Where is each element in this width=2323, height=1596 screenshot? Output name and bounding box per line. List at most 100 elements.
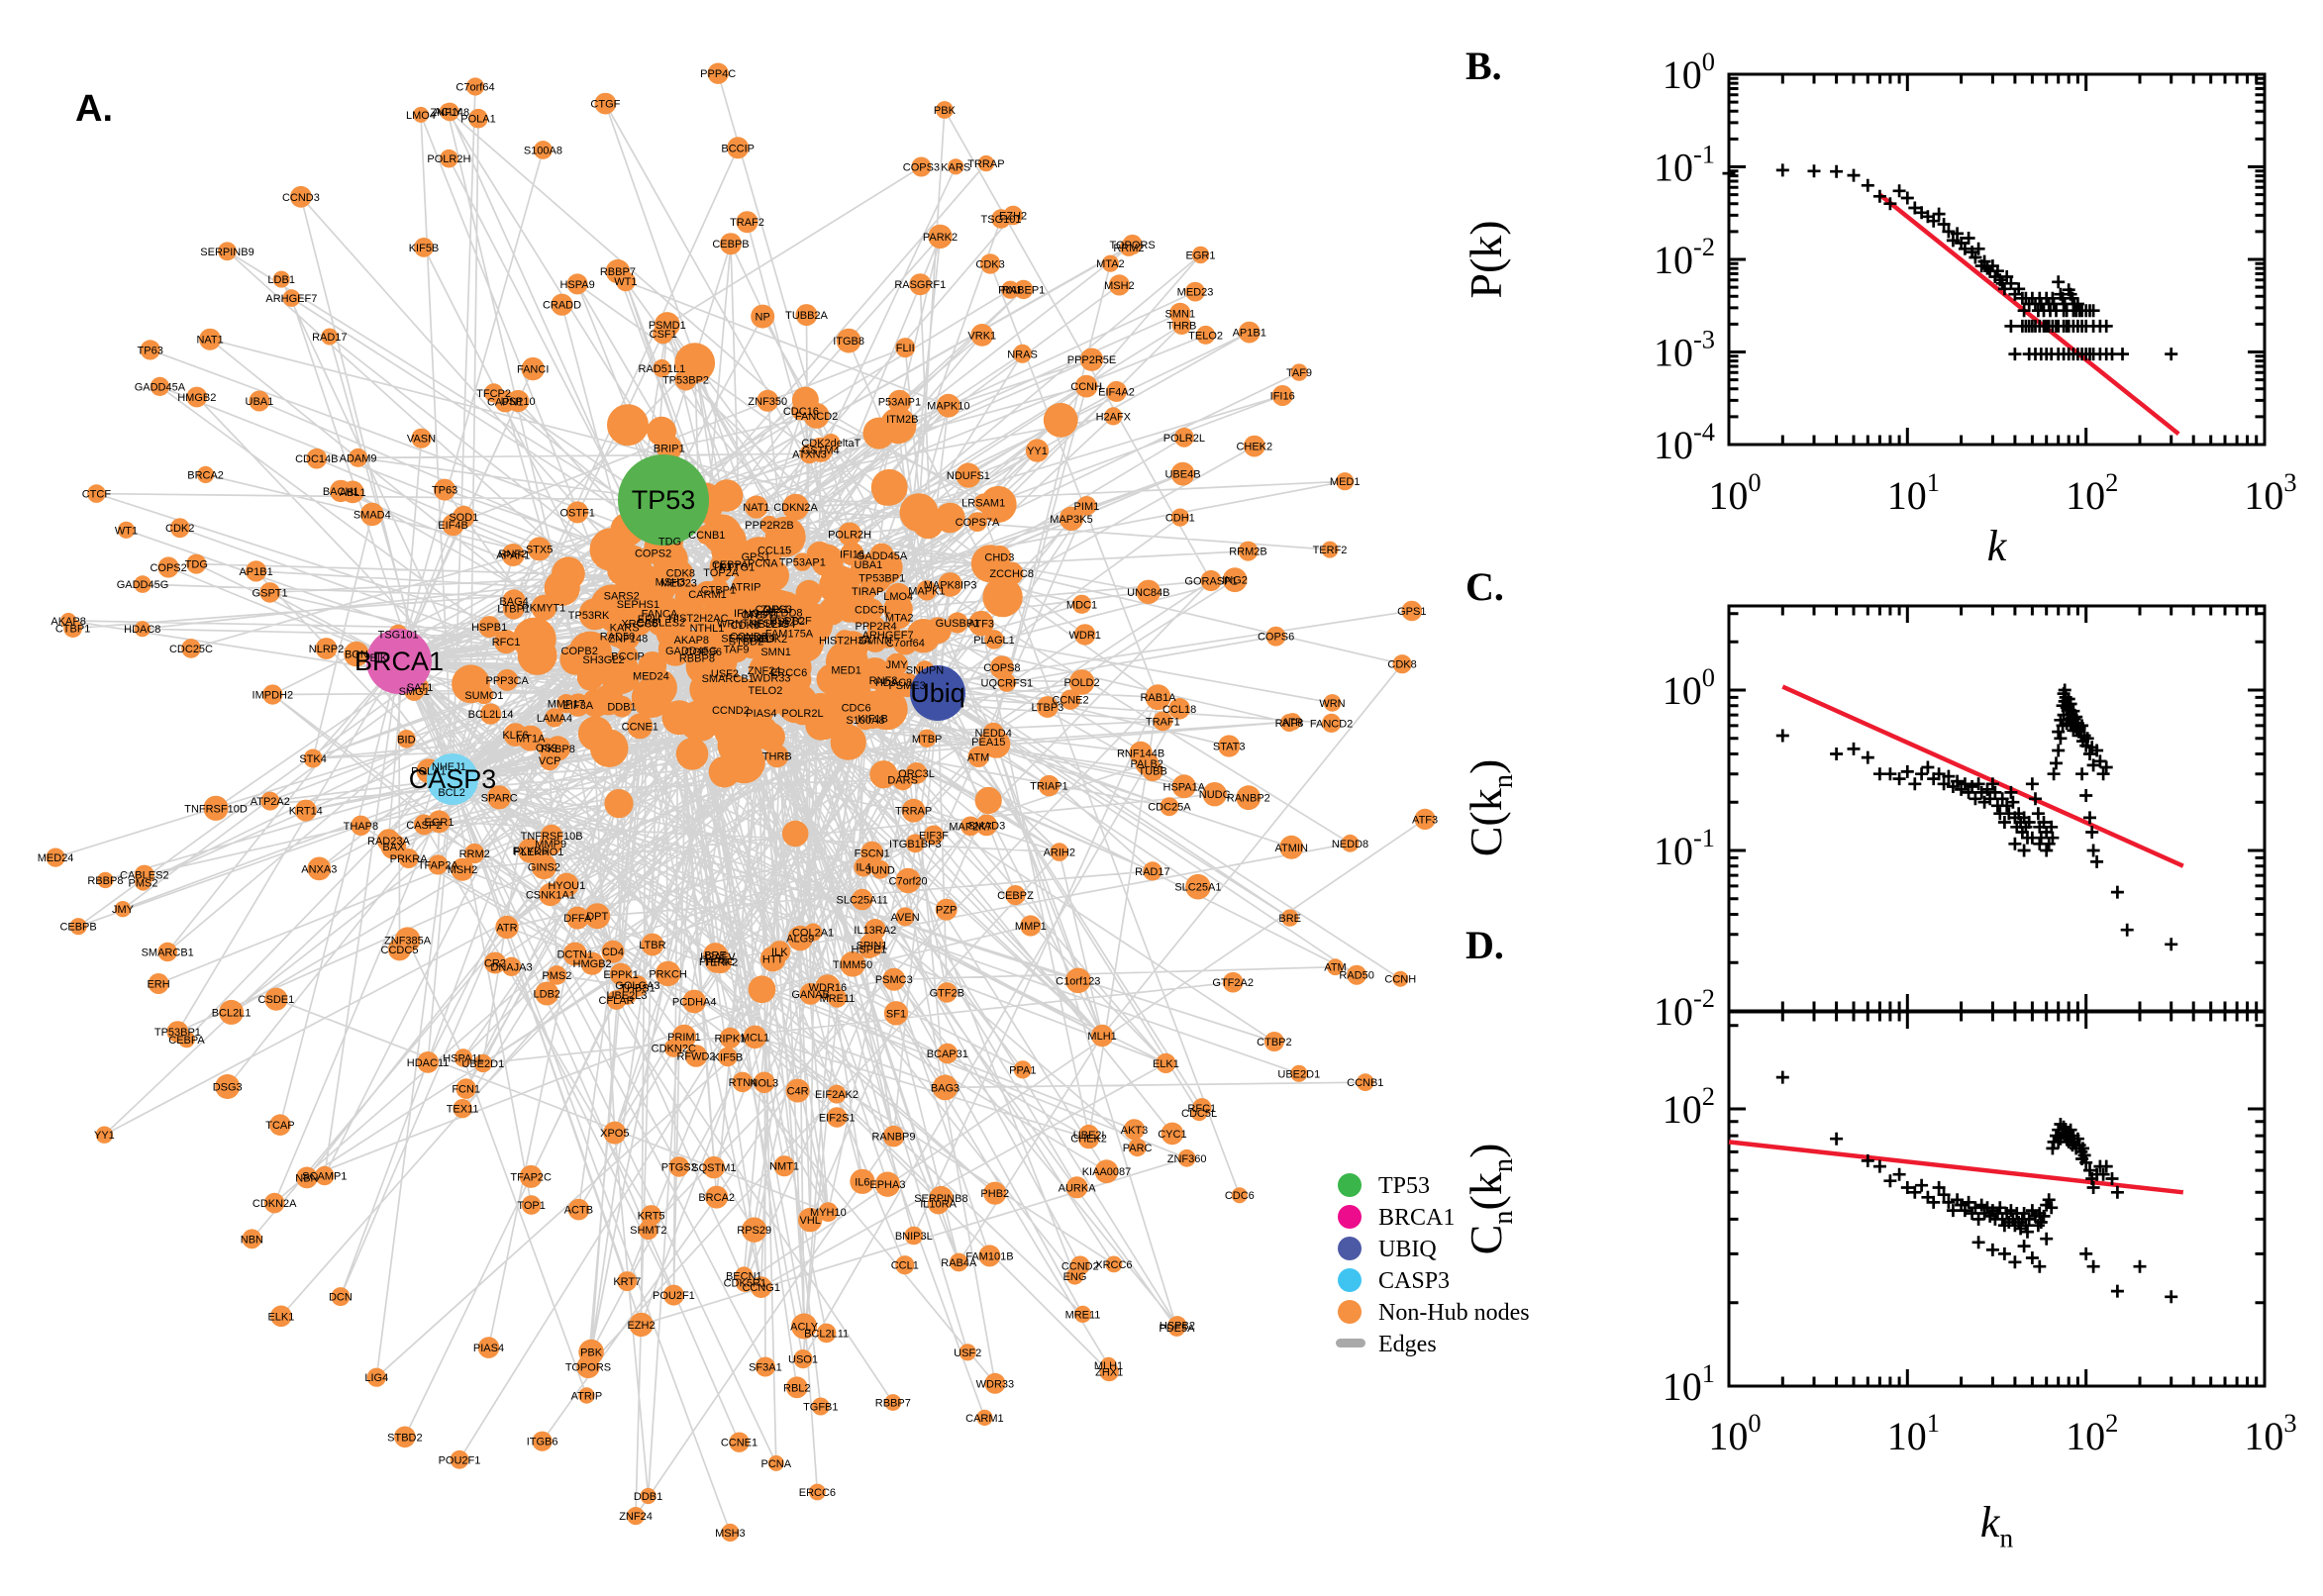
- gene-label: NTHL1: [690, 623, 725, 635]
- gene-label: PIM1: [1074, 501, 1100, 513]
- y-tick-label: 10-4: [1654, 417, 1715, 467]
- gene-label: NHEJ1: [432, 761, 466, 773]
- gene-label: UBE2I: [1073, 1130, 1105, 1142]
- gene-label: CHD3: [984, 552, 1014, 564]
- gene-label: PZP: [936, 905, 957, 917]
- network-node: [982, 576, 1023, 618]
- network-node: [306, 448, 328, 469]
- gene-label: DARS: [887, 775, 918, 787]
- network-node: [282, 289, 301, 307]
- network-node: [566, 273, 588, 295]
- gene-label: C7orf64: [455, 82, 494, 94]
- network-node: [858, 581, 877, 601]
- gene-label: BID: [397, 734, 415, 746]
- network-node: [781, 820, 809, 848]
- gene-label: VCP: [539, 755, 561, 767]
- network-node: [1238, 541, 1259, 561]
- network-node: [1243, 435, 1265, 457]
- network-node: [439, 103, 456, 120]
- network-node: [1283, 713, 1302, 731]
- gene-label: BRE: [1278, 913, 1301, 925]
- gene-label: MSH3: [715, 1528, 746, 1540]
- gene-label: ATXN3: [792, 449, 827, 460]
- network-node: [604, 789, 634, 819]
- network-node: [532, 1431, 553, 1451]
- gene-label: ARHGEF7: [265, 293, 317, 305]
- gene-label: CARM1: [965, 1413, 1004, 1425]
- network-node: [917, 729, 937, 748]
- gene-label: PIN1: [998, 285, 1022, 297]
- legend-label: TP53: [1378, 1173, 1430, 1199]
- gene-label: PLAGL1: [973, 635, 1015, 647]
- gene-label: USF2: [954, 1347, 981, 1359]
- network-node: [394, 1426, 416, 1448]
- hub-node-tp53: [618, 454, 709, 546]
- gene-label: NDUFS1: [947, 470, 990, 482]
- network-node: [1136, 579, 1162, 604]
- gene-label: ZNF148: [430, 107, 469, 119]
- network-node: [732, 1071, 754, 1093]
- network-node: [709, 522, 747, 559]
- network-node: [186, 553, 207, 574]
- gene-label: PSMD1: [649, 320, 686, 332]
- gene-label: ZNF24: [619, 1511, 653, 1523]
- network-node: [735, 1266, 754, 1285]
- gene-label: TNFRSF10B: [521, 831, 583, 843]
- gene-label: CDK2deltaT: [801, 438, 860, 449]
- plot-frame: [1727, 72, 2267, 447]
- gene-label: FLII: [896, 343, 915, 354]
- network-node: [134, 621, 151, 638]
- network-node: [816, 1323, 837, 1344]
- gene-label: PSME3: [888, 680, 925, 692]
- gene-label: RAB1A: [1140, 692, 1176, 704]
- network-node: [87, 484, 106, 503]
- network-nodes: [46, 62, 1436, 1543]
- network-node: [862, 628, 888, 652]
- network-node: [791, 1313, 818, 1340]
- network-node: [580, 951, 604, 975]
- gene-label: CDK3: [731, 620, 759, 632]
- gene-label: RRM2: [1113, 243, 1144, 254]
- legend-label: Edges: [1378, 1332, 1437, 1357]
- network-node: [1160, 797, 1179, 817]
- network-node: [976, 1409, 993, 1426]
- gene-label: MAPK8IP3: [924, 579, 977, 591]
- network-node: [1236, 785, 1262, 811]
- gene-label: EIF2S1: [819, 1113, 856, 1125]
- gene-label: ELK1: [267, 1311, 294, 1323]
- network-node: [615, 271, 636, 292]
- network-node: [440, 149, 458, 168]
- gene-label: ZHX1: [1095, 1367, 1123, 1379]
- network-node: [984, 630, 1004, 649]
- network-node: [731, 572, 759, 601]
- network-node: [949, 1252, 968, 1272]
- legend-item: Non-Hub nodes: [1338, 1300, 1530, 1326]
- gene-label: EIF4B: [438, 520, 468, 532]
- gene-label: MDC1: [1066, 599, 1097, 611]
- network-node: [1143, 861, 1162, 881]
- network-node: [640, 1487, 656, 1505]
- gene-label: CTBP2: [1257, 1037, 1291, 1048]
- gene-label: SERPINB9: [200, 247, 253, 258]
- legend-swatch: [1338, 1300, 1362, 1324]
- gene-label: MT1A: [516, 734, 546, 746]
- network-node: [315, 1165, 335, 1186]
- gene-label: ATR: [496, 923, 517, 935]
- gene-label: PTTG1: [720, 562, 755, 574]
- gene-label: GPS1: [742, 551, 770, 563]
- network-node: [1271, 385, 1293, 406]
- gene-label: HDAC8: [124, 624, 160, 636]
- network-node: [1013, 1060, 1032, 1079]
- network-node: [480, 703, 502, 725]
- gene-label: MSH2: [1104, 280, 1135, 292]
- gene-label: VHL: [799, 1215, 820, 1227]
- network-node: [617, 627, 640, 650]
- network-node: [349, 448, 368, 467]
- network-node: [851, 888, 873, 911]
- network-node: [1156, 1052, 1176, 1073]
- network-node: [260, 791, 280, 811]
- network-node: [767, 1454, 784, 1471]
- network-node: [203, 795, 229, 821]
- gene-label: TSG101: [378, 630, 419, 642]
- gene-label: TCAP: [265, 1120, 294, 1132]
